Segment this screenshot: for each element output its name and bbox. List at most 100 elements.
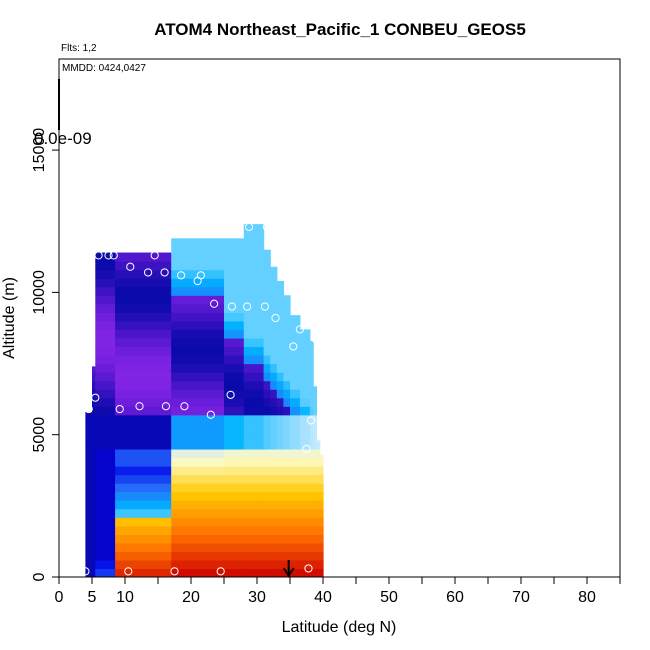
- heatmap-cell: [276, 397, 284, 407]
- heatmap-cell: [95, 380, 116, 390]
- heatmap-cell: [92, 457, 96, 467]
- flight-point: [227, 302, 237, 311]
- colorbar-label: 0.0e-09: [34, 129, 92, 148]
- heatmap-cell: [299, 431, 311, 441]
- heatmap-cell: [283, 295, 291, 305]
- heatmap-cell: [243, 355, 265, 365]
- heatmap-cell: [270, 525, 278, 535]
- heatmap-cell: [316, 500, 321, 510]
- heatmap-cell: [290, 534, 301, 544]
- heatmap-cell: [224, 380, 245, 390]
- heatmap-cell: [243, 226, 265, 237]
- heatmap-cell: [95, 389, 116, 399]
- heatmap-cell: [95, 448, 116, 459]
- heatmap-cell: [95, 423, 116, 433]
- heatmap-cell: [313, 525, 317, 535]
- heatmap-cell: [95, 346, 116, 356]
- heatmap-cell: [263, 568, 271, 577]
- heatmap-cell: [319, 551, 324, 561]
- heatmap-cell: [270, 397, 278, 407]
- heatmap-cell: [92, 423, 96, 433]
- heatmap-cell: [171, 431, 225, 441]
- heatmap-cell: [276, 363, 284, 373]
- heatmap-cell: [276, 491, 284, 501]
- heatmap-cell: [319, 517, 324, 527]
- heatmap-cell: [171, 491, 225, 501]
- heatmap-cell: [309, 414, 314, 424]
- heatmap-cell: [299, 542, 311, 552]
- heatmap-cell: [224, 337, 245, 348]
- heatmap-cell: [115, 312, 172, 322]
- heatmap-cell: [95, 414, 116, 424]
- flight-point: [196, 271, 205, 280]
- heatmap-cell: [243, 346, 265, 356]
- heatmap-cell: [276, 286, 284, 296]
- heatmap-cell: [115, 559, 172, 570]
- heatmap-cell: [313, 397, 317, 407]
- heatmap-cell: [283, 320, 291, 330]
- heatmap-cell: [171, 303, 225, 313]
- heatmap-cell: [299, 568, 311, 577]
- heatmap-cell: [85, 491, 93, 501]
- heatmap-cell: [309, 534, 314, 544]
- heatmap-cell: [299, 457, 311, 467]
- heatmap-cell: [276, 440, 284, 450]
- heatmap-cell: [309, 551, 314, 561]
- heatmap-cell: [243, 542, 265, 552]
- heatmap-cell: [313, 474, 317, 484]
- heatmap-cell: [316, 517, 321, 527]
- heatmap-cell: [316, 525, 321, 535]
- heatmap-cell: [270, 551, 278, 561]
- heatmap-cell: [283, 559, 291, 570]
- heatmap-cell: [115, 406, 172, 416]
- heatmap-cell: [299, 380, 311, 390]
- heatmap-cell: [276, 508, 284, 518]
- heatmap-cell: [171, 295, 225, 305]
- heatmap-cell: [283, 500, 291, 510]
- heatmap-cell: [171, 278, 225, 288]
- heatmap-cell: [316, 466, 321, 476]
- heatmap-cell: [115, 303, 172, 313]
- heatmap-cell: [309, 380, 314, 390]
- heatmap-cell: [299, 448, 311, 459]
- heatmap-cell: [171, 508, 225, 518]
- heatmap-cell: [171, 500, 225, 510]
- heatmap-cell: [85, 500, 93, 510]
- heatmap-cell: [299, 474, 311, 484]
- heatmap-cell: [299, 466, 311, 476]
- heatmap-cell: [276, 320, 284, 330]
- heatmap-cell: [290, 380, 301, 390]
- heatmap-cell: [263, 261, 271, 271]
- heatmap-cell: [171, 312, 225, 322]
- heatmap-cell: [290, 329, 301, 339]
- heatmap-cell: [290, 355, 301, 365]
- heatmap-cell: [243, 423, 265, 433]
- heatmap-cell: [243, 431, 265, 441]
- heatmap-cell: [313, 568, 317, 577]
- heatmap-cell: [309, 474, 314, 484]
- heatmap-cell: [316, 551, 321, 561]
- heatmap-cell: [276, 559, 284, 570]
- dates-annotation: MMDD: 0424,0427: [62, 63, 146, 74]
- heatmap-cell: [115, 431, 172, 441]
- heatmap-cell: [270, 440, 278, 450]
- heatmap-cell: [290, 500, 301, 510]
- heatmap-cell: [92, 466, 96, 476]
- heatmap-cell: [115, 329, 172, 339]
- flight-point: [180, 402, 189, 411]
- heatmap-cell: [95, 500, 116, 510]
- heatmap-cell: [290, 508, 301, 518]
- heatmap-cell: [319, 525, 324, 535]
- heatmap-cell: [270, 542, 278, 552]
- heatmap-cell: [115, 372, 172, 382]
- heatmap-cell: [243, 224, 265, 228]
- heatmap-cell: [309, 431, 314, 441]
- heatmap-cell: [290, 568, 301, 577]
- heatmap-cell: [309, 389, 314, 399]
- arrow-head: [282, 567, 295, 578]
- heatmap-cell: [115, 286, 172, 296]
- heatmap-cell: [243, 235, 265, 245]
- heatmap-cell: [224, 406, 245, 416]
- heatmap-cell: [299, 329, 311, 339]
